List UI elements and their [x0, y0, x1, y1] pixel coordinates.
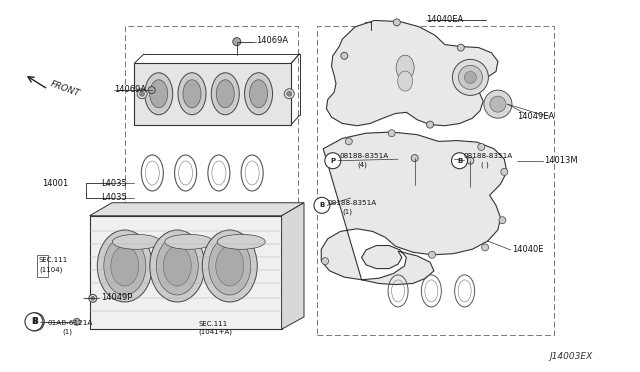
Text: (1104): (1104) [40, 266, 63, 273]
Text: 14069A: 14069A [256, 36, 288, 45]
Text: L4035: L4035 [101, 179, 127, 187]
Ellipse shape [397, 71, 413, 91]
Text: ( ): ( ) [481, 161, 489, 168]
Text: P: P [330, 158, 335, 164]
Polygon shape [90, 203, 304, 216]
Ellipse shape [209, 237, 251, 295]
Circle shape [346, 138, 352, 145]
Ellipse shape [113, 234, 160, 249]
Circle shape [394, 19, 400, 26]
Ellipse shape [218, 234, 265, 249]
Text: L4035: L4035 [101, 193, 127, 202]
Polygon shape [326, 20, 498, 126]
Text: 14040EA: 14040EA [426, 15, 463, 24]
Circle shape [452, 153, 467, 169]
Circle shape [26, 313, 44, 331]
Polygon shape [134, 63, 291, 125]
Polygon shape [90, 216, 282, 329]
Circle shape [25, 313, 43, 331]
Circle shape [233, 38, 241, 46]
Circle shape [478, 144, 484, 150]
Circle shape [501, 169, 508, 175]
Ellipse shape [211, 73, 239, 115]
Ellipse shape [150, 80, 168, 108]
Ellipse shape [216, 80, 234, 108]
Ellipse shape [183, 80, 201, 108]
Circle shape [140, 91, 145, 96]
Circle shape [314, 197, 330, 214]
Ellipse shape [163, 246, 191, 286]
Ellipse shape [97, 230, 152, 302]
Circle shape [388, 130, 395, 137]
Ellipse shape [216, 246, 244, 286]
Circle shape [429, 251, 435, 258]
Text: 14001: 14001 [42, 179, 68, 187]
Text: J14003EX: J14003EX [549, 352, 593, 361]
Text: 14049EA: 14049EA [517, 112, 554, 121]
Text: B: B [319, 202, 324, 208]
Circle shape [452, 60, 488, 95]
Text: SEC.111: SEC.111 [198, 321, 228, 327]
Circle shape [91, 296, 95, 300]
Circle shape [148, 87, 155, 93]
Ellipse shape [104, 237, 146, 295]
Text: 08188-8351A: 08188-8351A [464, 153, 513, 159]
Text: 14013M: 14013M [544, 156, 578, 165]
Circle shape [412, 155, 418, 161]
Text: (1041+A): (1041+A) [198, 328, 232, 335]
Circle shape [482, 244, 488, 251]
Circle shape [287, 91, 292, 96]
Text: (4): (4) [357, 161, 367, 168]
Polygon shape [321, 132, 507, 285]
Circle shape [458, 44, 464, 51]
Text: 14049P: 14049P [101, 293, 132, 302]
Bar [37, 255, 48, 277]
Ellipse shape [396, 55, 414, 80]
Text: 14040E: 14040E [512, 246, 543, 254]
Ellipse shape [250, 80, 268, 108]
Text: (1): (1) [342, 208, 353, 215]
Text: B: B [457, 158, 462, 164]
Circle shape [325, 153, 341, 169]
Text: B: B [33, 317, 38, 326]
Ellipse shape [244, 73, 273, 115]
Ellipse shape [156, 237, 198, 295]
Ellipse shape [145, 73, 173, 115]
Text: 14069A: 14069A [114, 85, 146, 94]
Circle shape [499, 217, 506, 224]
Circle shape [322, 258, 328, 264]
Circle shape [467, 157, 474, 164]
Ellipse shape [202, 230, 257, 302]
Circle shape [341, 52, 348, 59]
Circle shape [74, 318, 80, 325]
Ellipse shape [165, 234, 212, 249]
Circle shape [89, 294, 97, 302]
Polygon shape [282, 203, 304, 329]
Ellipse shape [111, 246, 139, 286]
Circle shape [465, 71, 476, 83]
Text: 01AB-6121A: 01AB-6121A [48, 320, 93, 326]
Text: (1): (1) [63, 328, 73, 335]
Text: SEC.111: SEC.111 [38, 257, 68, 263]
Text: 08188-8351A: 08188-8351A [328, 200, 377, 206]
Text: B: B [31, 317, 36, 326]
Circle shape [427, 121, 433, 128]
Text: 08188-8351A: 08188-8351A [339, 153, 388, 159]
Circle shape [490, 96, 506, 112]
Ellipse shape [178, 73, 206, 115]
Circle shape [484, 90, 512, 118]
Circle shape [137, 89, 147, 99]
Circle shape [458, 65, 483, 89]
Ellipse shape [150, 230, 205, 302]
Text: FRONT: FRONT [49, 79, 81, 98]
Circle shape [284, 89, 294, 99]
